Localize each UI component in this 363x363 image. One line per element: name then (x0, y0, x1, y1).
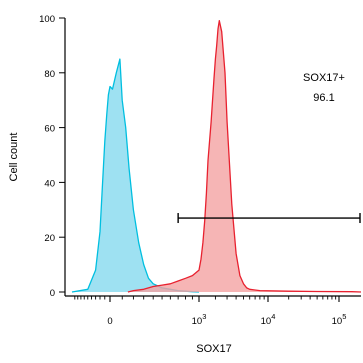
y-tick-label: 20 (44, 233, 55, 244)
x-tick-label: 103 (192, 312, 207, 327)
gate-name: SOX17+ (303, 72, 345, 84)
y-tick-label: 0 (50, 288, 55, 299)
y-tick-label: 40 (44, 178, 55, 189)
y-tick-label: 80 (44, 69, 55, 80)
plot-area (71, 20, 362, 293)
x-tick-label: 104 (261, 312, 276, 327)
series-2-line (127, 20, 362, 293)
y-tick-label: 60 (44, 124, 55, 135)
x-tick-label: 105 (332, 312, 347, 327)
axes (64, 18, 361, 297)
y-tick-label: 100 (39, 14, 55, 25)
x-tick-label: 0 (107, 316, 112, 327)
gate: SOX17+ 96.1 (177, 72, 361, 224)
y-axis-label: Cell count (8, 133, 20, 182)
series-1-area (72, 59, 199, 292)
x-axis-label: SOX17 (196, 343, 231, 355)
x-ticks: 0 103 104 105 (74, 296, 347, 327)
gate-value: 96.1 (313, 92, 334, 104)
series-2-area (127, 20, 362, 292)
y-ticks: 0 20 40 60 80 100 (39, 14, 65, 299)
